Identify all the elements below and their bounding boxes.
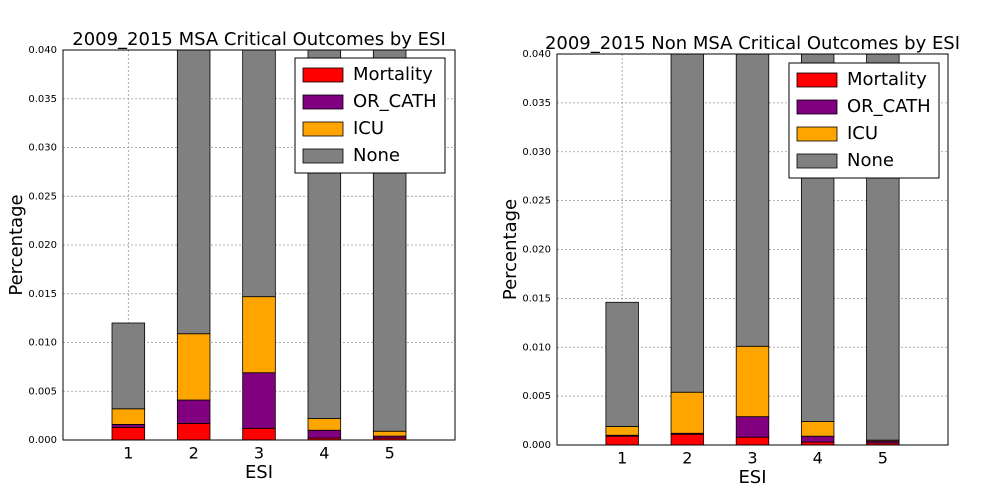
- y-tick-label: 0.025: [28, 191, 57, 202]
- legend-label: ICU: [847, 123, 878, 144]
- y-tick-label: 0.030: [28, 143, 57, 154]
- chart-title: 2009_2015 Non MSA Critical Outcomes by E…: [545, 33, 960, 54]
- x-tick-label: 5: [385, 444, 395, 463]
- legend-swatch: [302, 148, 344, 164]
- bar-segment: [670, 54, 705, 393]
- legend-swatch: [302, 121, 344, 137]
- chart-title: 2009_2015 MSA Critical Outcomes by ESI: [72, 29, 446, 50]
- bar-segment: [800, 421, 835, 437]
- bar-segment: [242, 372, 276, 429]
- bar-segment: [111, 408, 146, 425]
- y-tick-label: 0.030: [522, 147, 551, 158]
- x-axis-label: ESI: [245, 462, 273, 483]
- bar-segment: [605, 435, 639, 445]
- x-tick-label: 4: [319, 444, 329, 463]
- legend-label: Mortality: [353, 64, 433, 85]
- y-tick-label: 0.000: [522, 440, 551, 451]
- legend: Mortality OR_CATH ICU None: [788, 62, 940, 179]
- legend-swatch: [796, 99, 838, 115]
- bar-segment: [800, 435, 835, 443]
- y-tick-label: 0.035: [28, 94, 57, 105]
- legend-label: Mortality: [847, 69, 927, 90]
- x-tick-label: 2: [682, 449, 692, 468]
- y-tick-label: 0.035: [522, 98, 551, 109]
- y-tick-label: 0.040: [522, 49, 551, 60]
- bar-segment: [372, 430, 407, 437]
- y-tick-label: 0.015: [28, 289, 57, 300]
- bar-segment: [670, 433, 705, 445]
- chart-panel: 0.000 0.005 0.010 0.015 0.020 0.025 0.030 0.035…: [6, 29, 456, 483]
- bar-segment: [111, 423, 146, 428]
- bar-segment: [670, 391, 705, 434]
- bar-segment: [605, 426, 639, 436]
- x-tick-label: 3: [747, 449, 757, 468]
- y-axis-label: Percentage: [500, 199, 521, 300]
- y-tick-label: 0.010: [28, 338, 57, 349]
- bar-segment: [735, 345, 770, 418]
- plot-frame: [62, 49, 456, 441]
- x-axis-label: ESI: [738, 467, 766, 488]
- bar-segment: [307, 418, 342, 431]
- legend-label: None: [353, 145, 400, 166]
- bar-segment: [307, 429, 342, 439]
- plot-frame: [556, 53, 949, 446]
- x-tick-label: 5: [878, 449, 888, 468]
- bar-segment: [242, 427, 276, 440]
- bar-segment: [242, 50, 276, 298]
- bar-segment: [735, 416, 770, 438]
- legend-label: OR_CATH: [353, 91, 437, 112]
- legend-swatch: [796, 153, 838, 169]
- bar-segment: [605, 301, 639, 427]
- y-tick-label: 0.020: [28, 240, 57, 251]
- legend-swatch: [302, 67, 344, 83]
- x-tick-label: 3: [254, 444, 264, 463]
- bar-segment: [176, 399, 211, 424]
- legend-swatch: [796, 126, 838, 142]
- bar-segment: [111, 322, 146, 410]
- y-tick-label: 0.015: [522, 293, 551, 304]
- bar-segment: [111, 426, 146, 440]
- y-tick-label: 0.005: [522, 391, 551, 402]
- x-tick-label: 2: [189, 444, 199, 463]
- legend: Mortality OR_CATH ICU None: [294, 57, 446, 174]
- bar-segment: [176, 333, 211, 401]
- y-tick-label: 0.010: [522, 342, 551, 353]
- x-tick-label: 1: [617, 449, 627, 468]
- bar-segment: [176, 423, 211, 440]
- y-tick-label: 0.005: [28, 386, 57, 397]
- y-tick-label: 0.040: [28, 45, 57, 56]
- legend-label: ICU: [353, 118, 384, 139]
- legend-swatch: [302, 94, 344, 110]
- bar-segment: [242, 296, 276, 374]
- y-tick-label: 0.025: [522, 196, 551, 207]
- legend-label: OR_CATH: [847, 96, 931, 117]
- bar-segment: [735, 54, 770, 347]
- x-tick-label: 1: [123, 444, 133, 463]
- x-tick-label: 4: [813, 449, 823, 468]
- legend-label: None: [847, 150, 894, 171]
- bar-segment: [735, 436, 770, 445]
- bar-segment: [176, 50, 211, 335]
- legend-swatch: [796, 72, 838, 88]
- y-axis-label: Percentage: [6, 194, 27, 295]
- y-tick-label: 0.020: [522, 245, 551, 256]
- y-tick-label: 0.000: [28, 435, 57, 446]
- chart-panel: 0.000 0.005 0.010 0.015 0.020 0.025 0.030 0.035…: [500, 33, 960, 488]
